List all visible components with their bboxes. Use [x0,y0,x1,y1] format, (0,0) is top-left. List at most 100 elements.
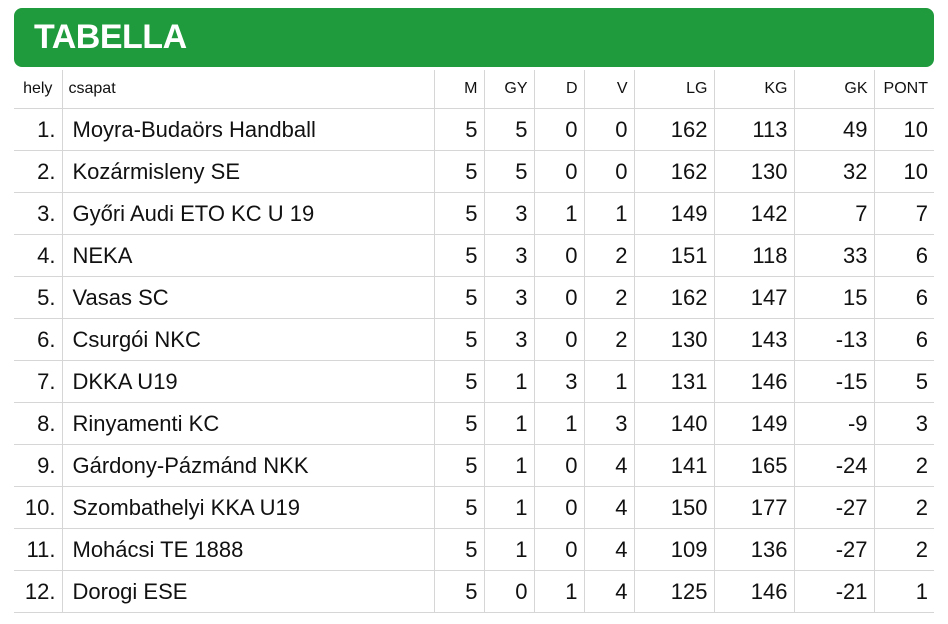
cell-d: 0 [534,276,585,319]
team-name-cell[interactable]: Vasas SC [62,276,435,319]
cell-v: 3 [584,402,635,445]
col-header-m[interactable]: M [434,70,485,109]
cell-kg: 136 [714,528,795,571]
cell-gy: 3 [484,276,535,319]
cell-gy: 1 [484,444,535,487]
standings-widget: TABELLA hely csapat M GY D V LG KG [14,8,934,613]
team-name-cell[interactable]: DKKA U19 [62,360,435,403]
table-row[interactable]: 8. Rinyamenti KC 5 1 1 3 140 149 -9 3 [14,402,934,445]
cell-lg: 162 [634,150,715,193]
team-name-cell[interactable]: Moyra-Budaörs Handball [62,108,435,151]
team-name-cell[interactable]: Szombathelyi KKA U19 [62,486,435,529]
col-header-v[interactable]: V [584,70,635,109]
cell-gy: 0 [484,570,535,613]
col-header-lg[interactable]: LG [634,70,715,109]
cell-pont: 6 [874,318,934,361]
team-name-cell[interactable]: Gárdony-Pázmánd NKK [62,444,435,487]
cell-gy: 1 [484,486,535,529]
cell-gy: 5 [484,150,535,193]
table-row[interactable]: 1. Moyra-Budaörs Handball 5 5 0 0 162 113 49 10 [14,108,934,151]
cell-pont: 2 [874,486,934,529]
cell-gy: 3 [484,318,535,361]
cell-kg: 147 [714,276,795,319]
col-header-kg[interactable]: KG [714,70,795,109]
team-name-cell[interactable]: Csurgói NKC [62,318,435,361]
cell-d: 0 [534,108,585,151]
cell-rank: 3. [14,192,63,235]
team-name-cell[interactable]: Kozármisleny SE [62,150,435,193]
team-name-cell[interactable]: Rinyamenti KC [62,402,435,445]
cell-rank: 7. [14,360,63,403]
cell-m: 5 [434,528,485,571]
cell-pont: 3 [874,402,934,445]
cell-v: 4 [584,486,635,529]
cell-d: 0 [534,150,585,193]
cell-v: 1 [584,360,635,403]
cell-pont: 10 [874,108,934,151]
cell-d: 0 [534,318,585,361]
title-banner: TABELLA [14,8,934,67]
cell-pont: 7 [874,192,934,235]
cell-gy: 3 [484,192,535,235]
table-row[interactable]: 2. Kozármisleny SE 5 5 0 0 162 130 32 10 [14,150,934,193]
table-row[interactable]: 6. Csurgói NKC 5 3 0 2 130 143 -13 6 [14,318,934,361]
cell-m: 5 [434,444,485,487]
cell-kg: 130 [714,150,795,193]
table-row[interactable]: 10. Szombathelyi KKA U19 5 1 0 4 150 177 -27 2 [14,486,934,529]
standings-table: hely csapat M GY D V LG KG GK PONT 1. Moy… [14,70,934,613]
col-header-team[interactable]: csapat [62,70,435,109]
cell-v: 4 [584,570,635,613]
cell-lg: 131 [634,360,715,403]
cell-rank: 9. [14,444,63,487]
cell-lg: 149 [634,192,715,235]
cell-d: 1 [534,192,585,235]
cell-gk: -15 [794,360,875,403]
cell-lg: 140 [634,402,715,445]
col-header-gy[interactable]: GY [484,70,535,109]
table-row[interactable]: 9. Gárdony-Pázmánd NKK 5 1 0 4 141 165 -24 2 [14,444,934,487]
table-row[interactable]: 7. DKKA U19 5 1 3 1 131 146 -15 5 [14,360,934,403]
table-row[interactable]: 5. Vasas SC 5 3 0 2 162 147 15 6 [14,276,934,319]
cell-gy: 3 [484,234,535,277]
cell-gk: -27 [794,486,875,529]
header-row: hely csapat M GY D V LG KG GK PONT [14,70,934,109]
table-row[interactable]: 12. Dorogi ESE 5 0 1 4 125 146 -21 1 [14,570,934,613]
team-name-cell[interactable]: Mohácsi TE 1888 [62,528,435,571]
cell-lg: 125 [634,570,715,613]
cell-pont: 10 [874,150,934,193]
cell-rank: 4. [14,234,63,277]
cell-gk: -21 [794,570,875,613]
col-header-d[interactable]: D [534,70,585,109]
col-header-rank[interactable]: hely [14,70,63,109]
cell-v: 4 [584,444,635,487]
col-header-pont[interactable]: PONT [874,70,934,109]
cell-d: 1 [534,570,585,613]
table-row[interactable]: 11. Mohácsi TE 1888 5 1 0 4 109 136 -27 2 [14,528,934,571]
cell-m: 5 [434,108,485,151]
cell-gk: -13 [794,318,875,361]
team-name-cell[interactable]: Dorogi ESE [62,570,435,613]
cell-kg: 146 [714,570,795,613]
cell-rank: 5. [14,276,63,319]
cell-kg: 113 [714,108,795,151]
table-row[interactable]: 4. NEKA 5 3 0 2 151 118 33 6 [14,234,934,277]
cell-lg: 141 [634,444,715,487]
cell-d: 0 [534,528,585,571]
cell-lg: 162 [634,276,715,319]
cell-kg: 146 [714,360,795,403]
cell-rank: 1. [14,108,63,151]
table-row[interactable]: 3. Győri Audi ETO KC U 19 5 3 1 1 149 142 7 7 [14,192,934,235]
cell-m: 5 [434,318,485,361]
cell-v: 4 [584,528,635,571]
cell-m: 5 [434,570,485,613]
cell-lg: 130 [634,318,715,361]
cell-pont: 5 [874,360,934,403]
col-header-gk[interactable]: GK [794,70,875,109]
team-name-cell[interactable]: NEKA [62,234,435,277]
cell-m: 5 [434,360,485,403]
cell-lg: 109 [634,528,715,571]
team-name-cell[interactable]: Győri Audi ETO KC U 19 [62,192,435,235]
cell-v: 2 [584,276,635,319]
cell-pont: 6 [874,276,934,319]
cell-pont: 6 [874,234,934,277]
